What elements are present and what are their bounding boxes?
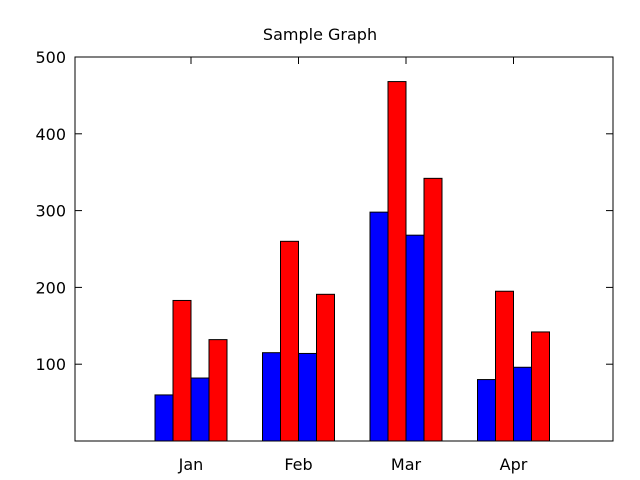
x-tick-label: Apr [500, 455, 528, 474]
plot-frame [74, 56, 614, 442]
bar-apr-3 [513, 366, 532, 442]
bar-jan-3 [190, 377, 210, 442]
bar-apr-1 [477, 379, 496, 442]
bar-mar-1 [369, 211, 389, 442]
y-tick-label: 300 [35, 202, 66, 221]
bar-jan-4 [208, 339, 228, 442]
chart-title: Sample Graph [263, 25, 377, 44]
x-tick-label: Jan [178, 455, 204, 474]
bar-feb-1 [262, 352, 281, 442]
x-tick-label: Mar [391, 455, 422, 474]
bar-mar-4 [423, 177, 443, 442]
y-tick-label: 400 [35, 125, 66, 144]
bar-jan-1 [154, 394, 174, 442]
bar-apr-2 [495, 290, 514, 442]
bar-mar-3 [405, 234, 425, 442]
bar-mar-2 [387, 81, 407, 442]
bar-jan-2 [172, 299, 192, 442]
x-tick-label: Feb [284, 455, 312, 474]
y-tick-label: 500 [35, 48, 66, 67]
y-tick-label: 100 [35, 355, 66, 374]
ticks-layer: 100 200 300 400 500 Jan Feb Mar Apr [35, 48, 613, 474]
bars-layer [154, 81, 550, 442]
bar-feb-2 [280, 240, 299, 442]
bar-apr-4 [531, 331, 550, 442]
bar-feb-4 [316, 293, 335, 442]
y-tick-label: 200 [35, 278, 66, 297]
bar-feb-3 [298, 352, 317, 442]
